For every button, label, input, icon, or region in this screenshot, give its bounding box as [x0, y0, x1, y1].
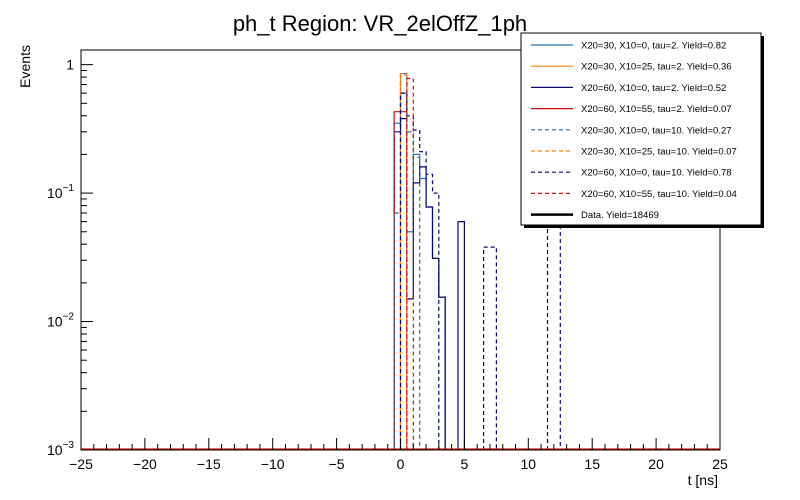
series-6-histogram	[399, 75, 408, 450]
x-tick-label: 20	[648, 456, 664, 472]
series-8-histogram	[406, 77, 414, 450]
legend-entry: X20=30, X10=0, tau=10. Yield=0.27	[581, 125, 732, 136]
legend: X20=30, X10=0, tau=2. Yield=0.82 X20=30, …	[520, 32, 764, 228]
x-tick-label: 15	[584, 456, 600, 472]
x-tick-label: 5	[461, 456, 469, 472]
legend-entry: X20=60, X10=0, tau=10. Yield=0.78	[581, 168, 732, 179]
legend-entry: X20=60, X10=0, tau=2. Yield=0.52	[581, 83, 726, 94]
series-3-histogram	[393, 118, 465, 450]
y-tick-label: 10−3	[47, 440, 74, 458]
legend-box	[520, 32, 762, 226]
x-tick-label: 10	[521, 456, 537, 472]
series-5-histogram	[393, 73, 421, 450]
legend-entry: X20=30, X10=0, tau=2. Yield=0.82	[581, 41, 726, 52]
y-tick-label: 10−1	[47, 183, 74, 201]
x-axis-label: t [ns]	[688, 472, 718, 488]
axes: −25 −20 −15 −10 −5 0 5 10 15 20 25 10−3 10−2 10−1 1	[47, 49, 728, 472]
legend-entry: X20=60, X10=55, tau=2. Yield=0.07	[581, 104, 732, 115]
y-tick-label: 1	[66, 57, 74, 73]
x-tick-label: 0	[397, 456, 405, 472]
x-tick-label: −20	[133, 456, 157, 472]
x-tick-label: 25	[712, 456, 728, 472]
x-tick-label: −10	[261, 456, 285, 472]
legend-entry: X20=30, X10=25, tau=2. Yield=0.36	[581, 62, 732, 73]
chart-title: ph_t Region: VR_2elOffZ_1ph	[233, 11, 527, 36]
legend-entry: Data. Yield=18469	[581, 210, 659, 221]
x-tick-label: −25	[69, 456, 93, 472]
x-tick-label: −15	[197, 456, 221, 472]
x-tick-label: −5	[329, 456, 345, 472]
y-axis-label: Events	[17, 45, 33, 88]
legend-entry: X20=30, X10=25, tau=10. Yield=0.07	[581, 147, 737, 158]
series-2-histogram	[399, 73, 408, 450]
y-tick-label: 10−2	[47, 312, 74, 330]
legend-entry: X20=60, X10=55, tau=10. Yield=0.04	[581, 189, 737, 200]
